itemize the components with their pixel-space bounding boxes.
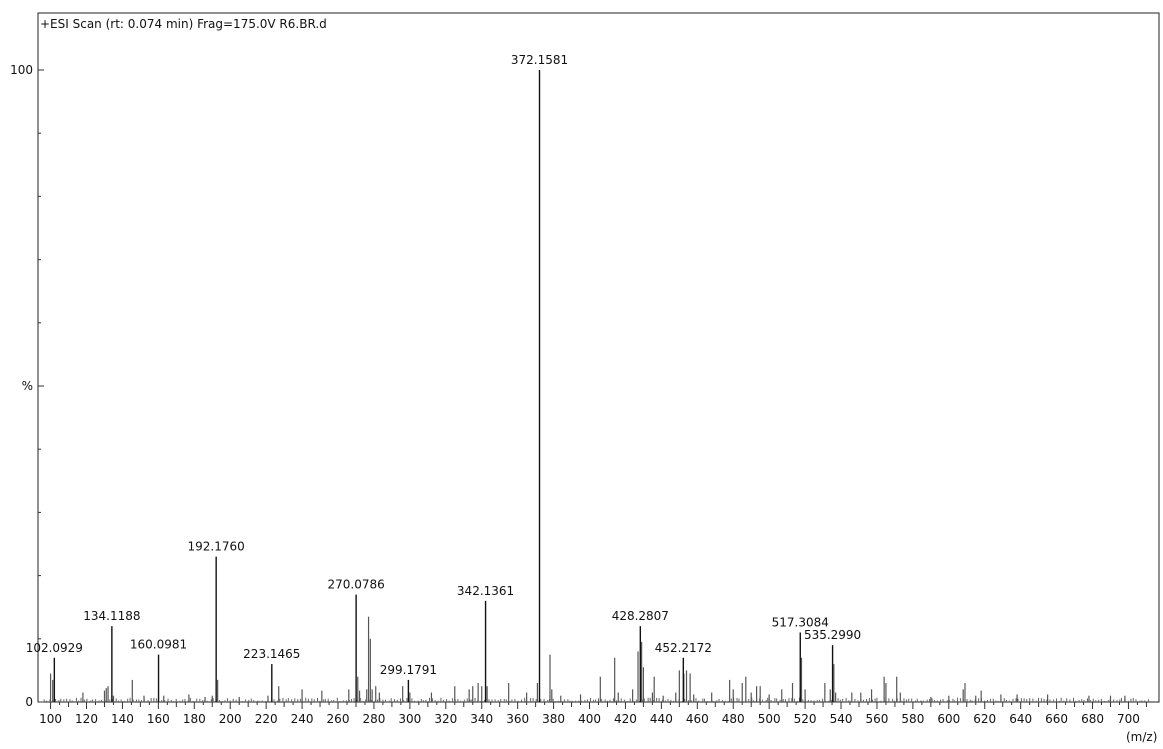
x-tick-label: 380 [542, 712, 565, 726]
x-tick-label: 340 [470, 712, 493, 726]
peak-label: 160.0981 [130, 638, 187, 652]
x-tick-label: 360 [506, 712, 529, 726]
x-tick-label: 640 [1009, 712, 1032, 726]
peak-label: 372.1581 [511, 53, 568, 67]
x-tick-label: 480 [722, 712, 745, 726]
x-tick-label: 440 [650, 712, 673, 726]
x-tick-label: 660 [1045, 712, 1068, 726]
x-tick-label: 520 [794, 712, 817, 726]
plot-frame [37, 12, 1160, 703]
x-tick-label: 300 [398, 712, 421, 726]
x-tick-label: 500 [758, 712, 781, 726]
peak-label: 223.1465 [243, 647, 300, 661]
y-tick-label: 0 [25, 695, 33, 709]
x-tick-label: 280 [362, 712, 385, 726]
peak-label: 270.0786 [327, 578, 384, 592]
x-tick-label: 120 [75, 712, 98, 726]
x-tick-label: 560 [866, 712, 889, 726]
peak-label: 192.1760 [188, 540, 245, 554]
peak-label: 134.1188 [83, 609, 140, 623]
chart-title: +ESI Scan (rt: 0.074 min) Frag=175.0V R6… [40, 17, 327, 31]
y-axis: 0% 100 [10, 63, 44, 709]
x-tick-label: 400 [578, 712, 601, 726]
minor-peaks [43, 616, 1149, 702]
x-tick-label: 620 [973, 712, 996, 726]
x-tick-label: 220 [255, 712, 278, 726]
peak-label: 102.0929 [26, 641, 83, 655]
peak-label: 535.2990 [804, 628, 861, 642]
x-axis-label: (m/z) [1126, 730, 1157, 744]
x-tick-label: 160 [147, 712, 170, 726]
peak-label: 428.2807 [612, 609, 669, 623]
x-tick-label: 180 [183, 712, 206, 726]
peak-label: 452.2172 [655, 641, 712, 655]
y-tick-label: % [22, 379, 33, 393]
x-tick-label: 700 [1117, 712, 1140, 726]
peak-label: 299.1791 [380, 663, 437, 677]
y-tick-label: 100 [10, 63, 33, 77]
x-tick-label: 540 [830, 712, 853, 726]
x-tick-label: 320 [434, 712, 457, 726]
x-tick-label: 200 [219, 712, 242, 726]
x-axis: 100 120 140 160 180 200 220 240 260 280 300 320 340 3… [39, 702, 1147, 726]
x-tick-label: 420 [614, 712, 637, 726]
x-tick-label: 680 [1081, 712, 1104, 726]
x-tick-label: 600 [937, 712, 960, 726]
labeled-peaks: 102.0929 134.1188 160.0981 192.1760 223.1465… [26, 53, 861, 702]
x-tick-label: 460 [686, 712, 709, 726]
x-tick-label: 140 [111, 712, 134, 726]
x-tick-label: 240 [291, 712, 314, 726]
peak-label: 342.1361 [457, 584, 514, 598]
x-tick-label: 260 [327, 712, 350, 726]
x-tick-label: 100 [39, 712, 62, 726]
x-tick-label: 580 [901, 712, 924, 726]
peak-label: 517.3084 [772, 615, 829, 629]
